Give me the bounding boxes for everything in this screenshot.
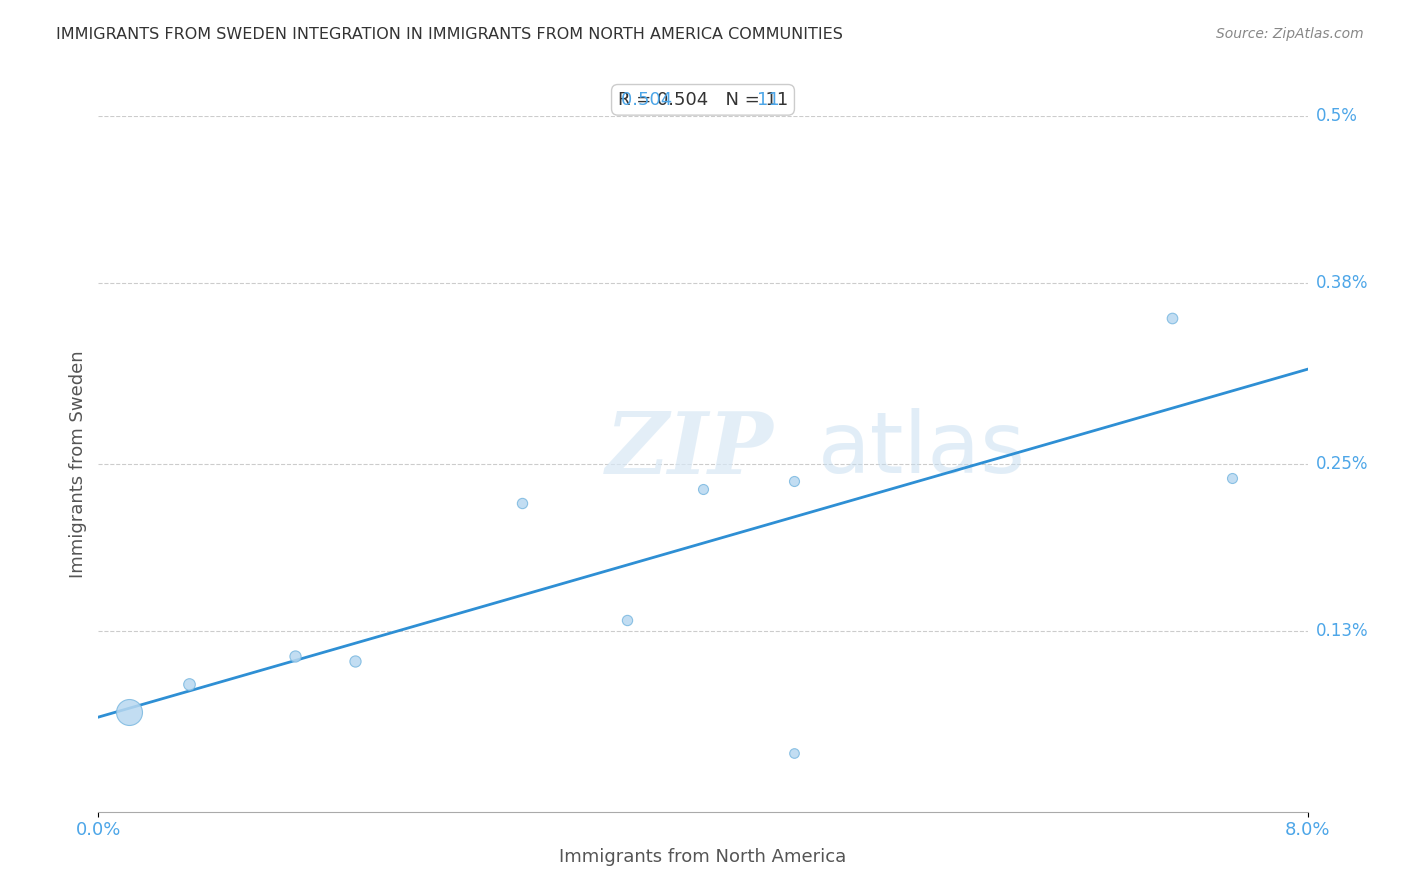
- Text: 11: 11: [734, 91, 779, 109]
- Point: [782, 474, 804, 488]
- Point: [692, 482, 714, 496]
- Text: 0.5%: 0.5%: [1316, 107, 1358, 125]
- Point: [1220, 471, 1243, 485]
- Point: [1160, 310, 1182, 325]
- Text: ZIP: ZIP: [606, 409, 775, 491]
- Point: [284, 648, 307, 663]
- Text: 0.504: 0.504: [599, 91, 672, 109]
- Point: [510, 496, 533, 510]
- Point: [782, 746, 804, 760]
- Text: atlas: atlas: [818, 409, 1026, 491]
- Text: Source: ZipAtlas.com: Source: ZipAtlas.com: [1216, 27, 1364, 41]
- Point: [179, 676, 201, 690]
- Point: [344, 655, 367, 669]
- Y-axis label: Immigrants from Sweden: Immigrants from Sweden: [69, 350, 87, 578]
- Text: 0.25%: 0.25%: [1316, 455, 1368, 473]
- Text: R = 0.504   N = 11: R = 0.504 N = 11: [617, 91, 789, 109]
- Text: 0.38%: 0.38%: [1316, 274, 1368, 292]
- Text: 0.13%: 0.13%: [1316, 622, 1368, 640]
- Text: IMMIGRANTS FROM SWEDEN INTEGRATION IN IMMIGRANTS FROM NORTH AMERICA COMMUNITIES: IMMIGRANTS FROM SWEDEN INTEGRATION IN IM…: [56, 27, 844, 42]
- Point: [616, 613, 638, 627]
- X-axis label: Immigrants from North America: Immigrants from North America: [560, 847, 846, 866]
- Point: [118, 705, 141, 719]
